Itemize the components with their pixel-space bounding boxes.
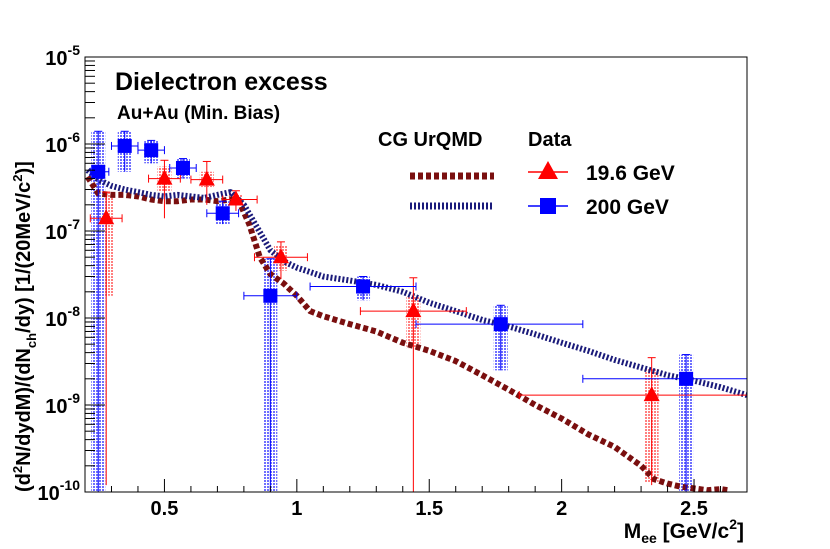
data-point-200 xyxy=(144,143,159,158)
x-tick-label: 2.5 xyxy=(680,498,708,520)
x-tick-label: 2 xyxy=(556,498,567,520)
legend-square-marker xyxy=(540,198,556,214)
x-axis-label: Mee [GeV/c2] xyxy=(624,516,744,546)
legend: CG UrQMD Data 19.6 GeV 200 GeV xyxy=(378,129,675,219)
data-markers xyxy=(91,138,694,402)
data-point-200 xyxy=(117,138,132,153)
x-tick-label: 1 xyxy=(291,498,302,520)
data-point-200 xyxy=(215,206,230,221)
data-point-19-6 xyxy=(643,386,660,402)
y-tick-label: 10-10 xyxy=(38,477,81,505)
x-tick-label: 0.5 xyxy=(151,498,179,520)
y-tick-label: 10-9 xyxy=(45,390,80,418)
systematic-uncertainty-bands xyxy=(91,131,694,492)
legend-entry-200: 200 GeV xyxy=(586,196,669,219)
plot-frame xyxy=(84,56,748,493)
data-point-200 xyxy=(679,371,694,386)
y-axis-label: (d2N/dydM)/(dNch/dy) [1/(20MeV/c2)] xyxy=(10,161,39,492)
model-curve-19-6 xyxy=(85,175,729,492)
y-tick-label: 10-7 xyxy=(45,216,80,244)
data-point-200 xyxy=(263,288,278,303)
y-tick-label: 10-8 xyxy=(45,303,80,331)
legend-data-header: Data xyxy=(528,129,572,151)
axes: 0.5 1 1.5 2 2.5 10-10 10-9 10-8 10-7 10-6 10-5 xyxy=(38,42,748,520)
data-point-19-6 xyxy=(198,170,215,186)
data-point-200 xyxy=(356,279,371,294)
data-point-19-6 xyxy=(98,209,115,225)
model-curve-200 xyxy=(85,167,747,398)
chart-title: Dielectron excess xyxy=(115,68,328,96)
y-tick-label: 10-6 xyxy=(45,129,80,157)
data-point-200 xyxy=(175,160,190,175)
legend-entry-19-6: 19.6 GeV xyxy=(586,162,675,185)
y-tick-label: 10-5 xyxy=(45,42,80,70)
legend-model-header: CG UrQMD xyxy=(378,129,482,151)
data-point-200 xyxy=(91,164,106,179)
data-point-19-6 xyxy=(272,248,289,264)
chart-subtitle: Au+Au (Min. Bias) xyxy=(117,103,280,124)
legend-triangle-marker xyxy=(538,161,558,179)
data-point-19-6 xyxy=(405,302,422,318)
model-curves xyxy=(85,167,747,492)
x-tick-label: 1.5 xyxy=(415,498,443,520)
data-point-19-6 xyxy=(156,169,173,185)
data-point-19-6 xyxy=(227,190,244,206)
data-point-200 xyxy=(493,317,508,332)
